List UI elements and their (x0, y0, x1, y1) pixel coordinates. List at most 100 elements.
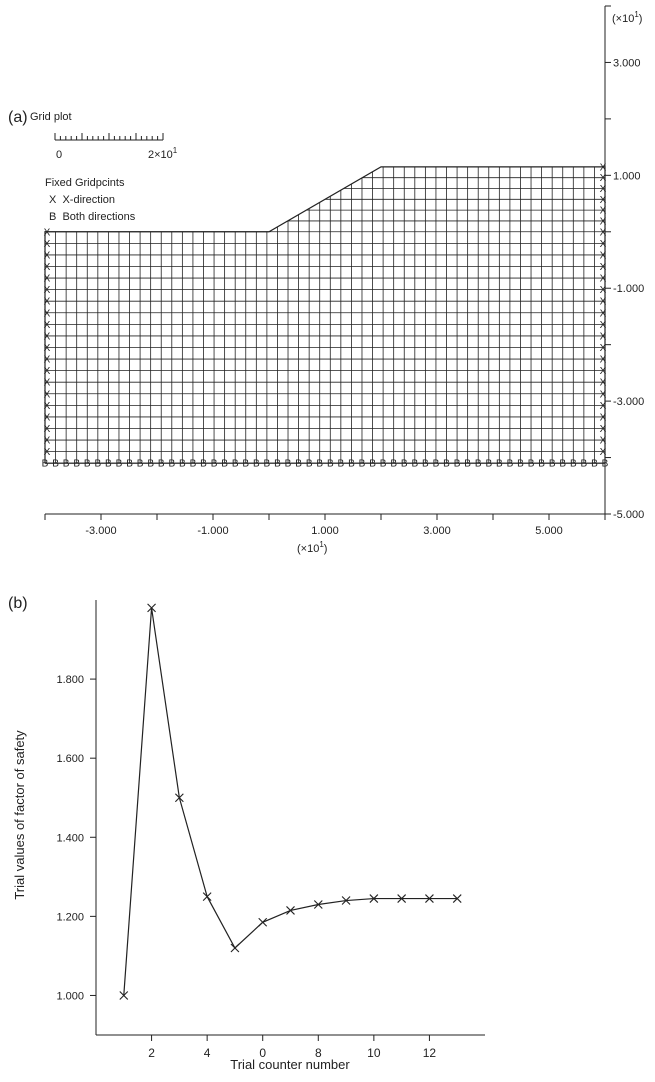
x-multiplier: (×101) (297, 540, 327, 555)
scale-bar (54, 133, 164, 141)
fos-data-point (147, 603, 156, 613)
left-boundary-x-marker: X (44, 285, 51, 296)
right-boundary-x-marker: X (600, 162, 607, 173)
left-boundary-x-marker: X (44, 308, 51, 319)
right-boundary-x-marker: X (600, 227, 607, 238)
left-boundary-x-marker: X (44, 366, 51, 377)
fos-data-point (452, 894, 462, 903)
fos-data-point (258, 917, 268, 927)
base-both-directions-marker: B (538, 459, 545, 470)
base-both-directions-marker: B (549, 459, 556, 470)
panel-a-label: (a) (8, 109, 28, 126)
fos-y-tick-label: 1.400 (56, 832, 84, 844)
right-boundary-x-marker: X (600, 239, 607, 250)
left-boundary-x-marker: X (44, 262, 51, 273)
right-boundary-x-marker: X (600, 401, 607, 412)
fos-marker-stroke (313, 900, 323, 909)
right-boundary-x-marker: X (600, 285, 607, 296)
right-boundary-x-marker: X (600, 320, 607, 331)
left-boundary-x-marker: X (44, 227, 51, 238)
fos-data-point (341, 896, 351, 905)
finite-difference-mesh (44, 166, 606, 464)
base-both-directions-marker: B (126, 459, 133, 470)
right-boundary-x-marker: X (600, 195, 607, 206)
fos-data-point (174, 793, 184, 803)
right-boundary-x-marker: X (600, 274, 607, 285)
grid-plot-panel: (a) Grid plot 0 2×101 Fixed Gridpcints X… (8, 5, 644, 555)
base-both-directions-marker: B (253, 459, 260, 470)
fos-marker-stroke (425, 894, 434, 903)
base-both-directions-marker: B (147, 459, 154, 470)
fos-x-tick-label: 0 (259, 1046, 266, 1060)
fos-data-point (230, 943, 240, 953)
fos-data-point (369, 894, 379, 903)
base-both-directions-marker: B (581, 459, 588, 470)
fos-series-line (123, 607, 458, 996)
base-both-directions-marker: B (485, 459, 492, 470)
fos-data-point (425, 894, 434, 903)
base-both-directions-marker: B (528, 459, 535, 470)
left-boundary-x-marker: X (44, 424, 51, 435)
base-both-directions-marker: B (422, 459, 429, 470)
left-boundary-x-marker: X (44, 378, 51, 389)
panel-b-label: (b) (8, 595, 28, 612)
left-boundary-x-marker: X (44, 250, 51, 261)
base-both-directions-marker: B (359, 459, 366, 470)
base-both-directions-marker: B (475, 459, 482, 470)
base-both-directions-marker: B (285, 459, 292, 470)
grid-y-tick-label: -1.000 (613, 283, 644, 295)
fos-marker-stroke (258, 917, 268, 927)
base-both-directions-marker: B (274, 459, 281, 470)
base-both-directions-marker: B (348, 459, 355, 470)
base-both-directions-marker: B (380, 459, 387, 470)
right-boundary-x-marker: X (600, 424, 607, 435)
fos-y-tick-label: 1.800 (56, 674, 84, 686)
grid-x-tick-label: 1.000 (311, 525, 339, 537)
base-both-directions-marker: B (433, 459, 440, 470)
right-boundary-x-marker: X (600, 412, 607, 423)
base-both-directions-marker: B (84, 459, 91, 470)
left-boundary-x-marker: X (44, 436, 51, 447)
base-both-directions-marker: B (221, 459, 228, 470)
right-boundary-x-marker: X (600, 184, 607, 195)
left-boundary-x-marker: X (44, 320, 51, 331)
right-boundary-x-marker: X (600, 173, 607, 184)
base-both-directions-marker: B (168, 459, 175, 470)
base-both-directions-marker: B (306, 459, 313, 470)
base-both-directions-marker: B (295, 459, 302, 470)
right-boundary-x-marker: X (600, 436, 607, 447)
base-both-directions-marker: B (559, 459, 566, 470)
fos-marker-stroke (147, 603, 156, 613)
fos-chart-axes: 1.000 1.200 1.400 1.600 1.800 2 4 0 8 10 12 (56, 600, 485, 1060)
right-boundary-x-marker: X (600, 297, 607, 308)
fos-marker-stroke (202, 892, 212, 901)
base-both-directions-marker: B (591, 459, 598, 470)
base-both-directions-marker: B (63, 459, 70, 470)
fos-y-tick-label: 1.000 (56, 990, 84, 1002)
fos-data-point (397, 894, 407, 903)
left-boundary-x-marker: X (44, 389, 51, 400)
base-both-directions-marker: B (242, 459, 249, 470)
left-boundary-x-marker: X (44, 331, 51, 342)
left-boundary-x-marker: X (44, 447, 51, 458)
fos-x-tick-label: 8 (315, 1046, 322, 1060)
base-both-directions-marker: B (179, 459, 186, 470)
grid-y-tick-label: -5.000 (613, 509, 644, 521)
base-both-directions-marker: B (327, 459, 334, 470)
fos-data-point (313, 900, 323, 909)
grid-x-tick-label: -1.000 (197, 525, 228, 537)
right-boundary-x-marker: X (600, 262, 607, 273)
base-both-directions-marker: B (94, 459, 101, 470)
scale-end-label: 2×101 (148, 146, 178, 161)
left-boundary-x-marker: X (44, 401, 51, 412)
fos-series (119, 603, 462, 1000)
fos-x-axis-label: Trial counter number (230, 1057, 350, 1072)
right-boundary-x-marker: X (600, 343, 607, 354)
legend-x-direction: X X-direction (49, 194, 115, 206)
grid-x-tick-label: 5.000 (535, 525, 563, 537)
fos-marker-stroke (174, 793, 184, 803)
grid-x-tick-label: -3.000 (85, 525, 116, 537)
base-both-directions-marker: B (73, 459, 80, 470)
right-boundary-x-marker: X (600, 389, 607, 400)
